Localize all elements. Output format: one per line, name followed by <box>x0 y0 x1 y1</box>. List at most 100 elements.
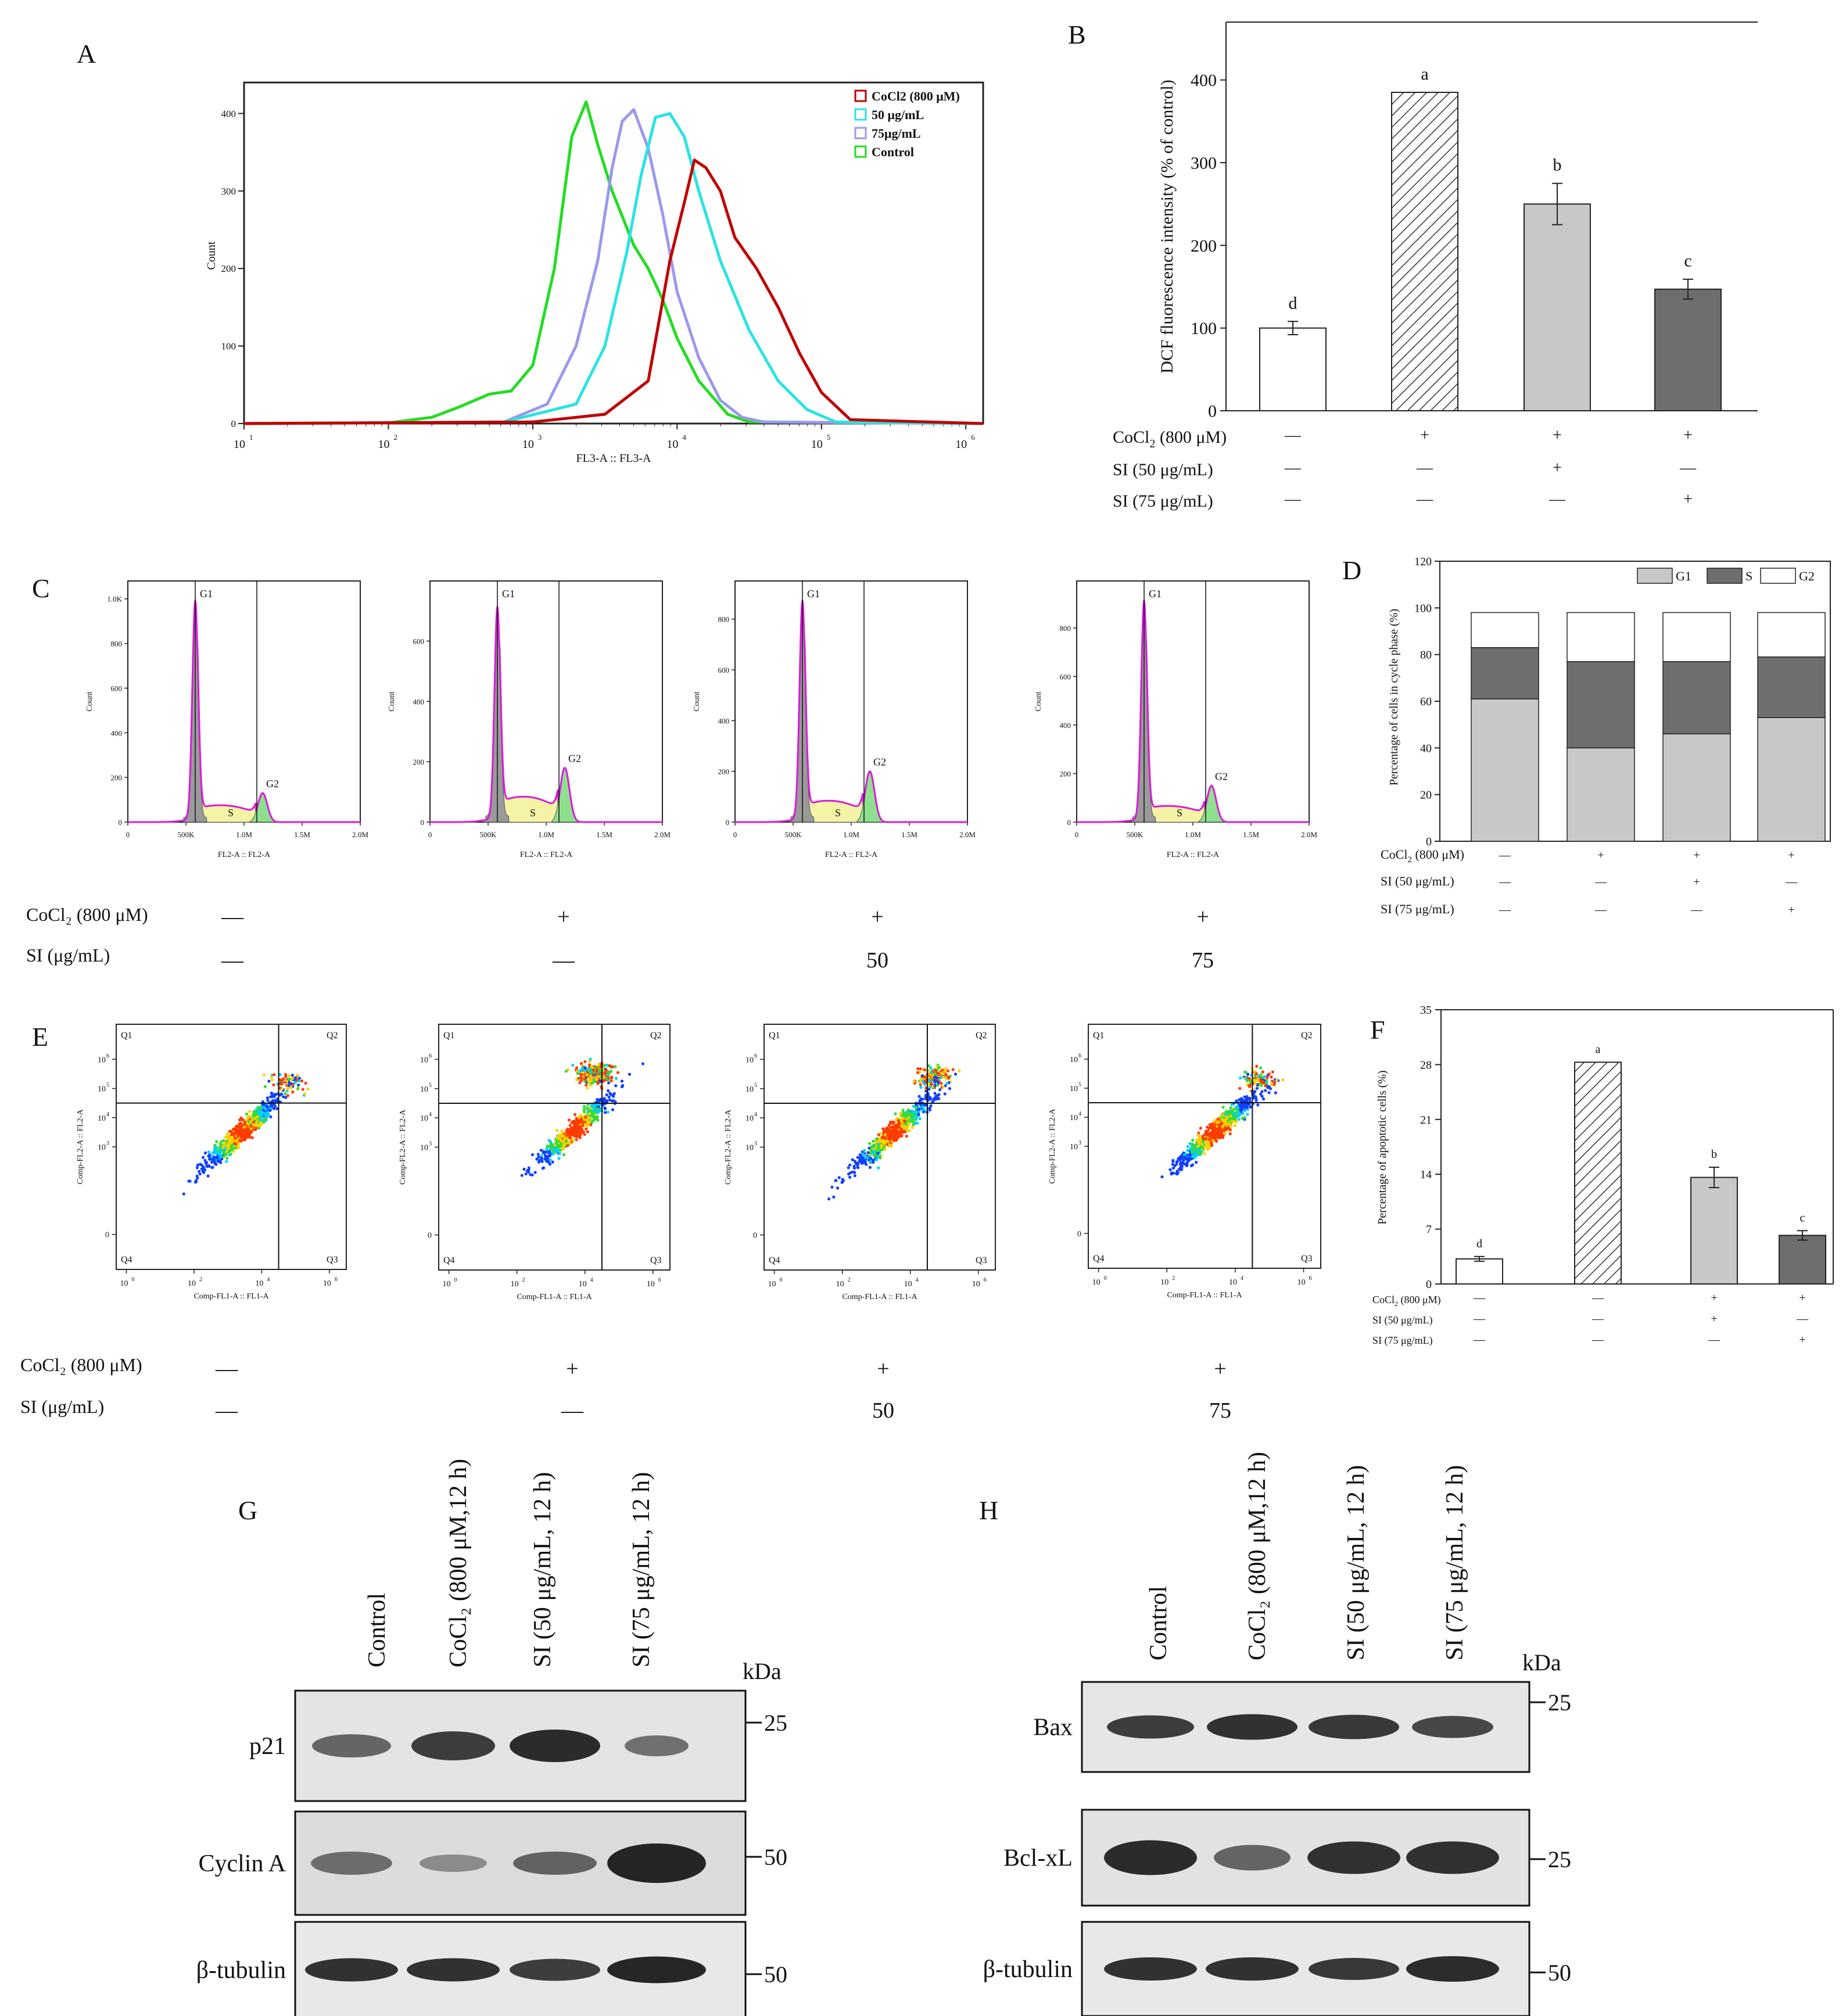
panel-e-dot <box>1175 1160 1178 1164</box>
panel-a-xtick-label: 10 <box>234 438 245 451</box>
panel-b-significance-letter-3: c <box>1684 252 1691 271</box>
panel-c-sl-mark-0: — <box>221 948 244 973</box>
panel-e-dot <box>223 1147 227 1151</box>
panel-e-ytick-label: 10 <box>1070 1085 1078 1093</box>
panel-g-band-1-1 <box>420 1854 487 1872</box>
panel-d-mark-sl75-2: — <box>1690 903 1703 916</box>
panel-f-mark-pm-2: + <box>1711 1292 1717 1304</box>
panel-c-ytick-label: 600 <box>413 637 425 645</box>
panel-e-dot <box>832 1195 836 1199</box>
panel-e-dot <box>213 1147 216 1151</box>
panel-e-dot <box>889 1145 892 1148</box>
panel-f-ytick-label: 0 <box>1426 1278 1432 1291</box>
panel-e-dot <box>1269 1087 1273 1090</box>
panel-e-dot <box>220 1140 223 1143</box>
panel-e-dot <box>927 1083 931 1086</box>
panel-e-ytick-label: 10 <box>745 1144 754 1153</box>
panel-e-dot <box>918 1099 922 1103</box>
panel-e-dot <box>1186 1145 1189 1149</box>
panel-e-dot <box>266 1099 270 1102</box>
panel-e-dot <box>929 1066 933 1070</box>
panel-e-dot <box>588 1109 592 1112</box>
panel-e-dot <box>589 1123 593 1127</box>
panel-e-dot <box>1248 1085 1251 1088</box>
panel-c-frame <box>734 580 968 823</box>
panel-e-dot <box>876 1145 880 1149</box>
panel-f-ytick-label: 21 <box>1420 1114 1432 1127</box>
panel-e-dot <box>868 1165 872 1169</box>
panel-e-q3-label: Q3 <box>650 1255 662 1265</box>
panel-e-dot <box>285 1079 289 1083</box>
panel-e-dot <box>901 1117 905 1120</box>
panel-e-dot <box>551 1160 554 1164</box>
panel-d-ytick-label: 80 <box>1420 649 1432 662</box>
panel-e-sl-mark-1: — <box>561 1398 584 1423</box>
panel-e-ytick-exp: 5 <box>429 1082 432 1089</box>
panel-b-row-label-sl75: SI (75 μg/mL) <box>1113 492 1213 511</box>
panel-e-dot <box>611 1108 615 1111</box>
panel-d-mark-sl75-0: — <box>1499 903 1511 916</box>
panel-e-dot <box>1235 1099 1238 1103</box>
panel-e-dot <box>230 1139 233 1143</box>
panel-e-dot <box>914 1106 917 1109</box>
panel-e-dot <box>607 1089 610 1092</box>
panel-e-dot <box>1187 1156 1190 1160</box>
panel-e-ytick-exp: 4 <box>754 1111 757 1118</box>
panel-c-x-axis-label: FL2-A :: FL2-A <box>825 851 878 859</box>
panel-e-dot <box>543 1154 547 1158</box>
panel-e-dot <box>944 1067 948 1070</box>
panel-c-x-axis-label: FL2-A :: FL2-A <box>218 851 271 859</box>
panel-e-dot <box>1259 1082 1262 1086</box>
panel-e-dot <box>872 1150 875 1153</box>
panel-e-dot <box>1192 1144 1196 1147</box>
panel-f-significance-letter-1: a <box>1596 1043 1601 1056</box>
panel-e-q1-label: Q1 <box>769 1031 780 1041</box>
panel-d-legend-g2-label: G2 <box>1799 569 1815 583</box>
panel-e-dot <box>1219 1134 1223 1138</box>
panel-e-dot <box>253 1113 257 1116</box>
panel-d-bar-3-g1 <box>1757 717 1826 842</box>
panel-e-dot <box>1230 1103 1234 1106</box>
panel-e-xtick-label: 10 <box>1229 1278 1237 1287</box>
panel-e-dot <box>1195 1161 1198 1164</box>
panel-e-dot <box>291 1090 295 1094</box>
panel-e-dot <box>1233 1124 1236 1128</box>
panel-e-dot <box>288 1077 291 1081</box>
panel-e-dot <box>239 1129 243 1133</box>
panel-e-dot <box>1206 1146 1210 1150</box>
panel-c-ytick-label: 0 <box>119 818 123 827</box>
panel-e-xtick-label: 10 <box>768 1280 776 1289</box>
panel-e-dot <box>611 1065 615 1068</box>
panel-e-dot <box>202 1156 205 1159</box>
panel-e-dot <box>229 1129 233 1133</box>
panel-c-cocl2-mark-2: + <box>871 905 883 929</box>
panel-e-dot <box>203 1168 207 1172</box>
panel-e-dot <box>232 1127 236 1131</box>
panel-e-dot <box>1254 1099 1258 1102</box>
panel-e-q2-label: Q2 <box>650 1031 662 1041</box>
panel-e-dot <box>202 1171 206 1174</box>
panel-e-dot <box>242 1125 246 1129</box>
panel-e-dot <box>304 1081 307 1085</box>
panel-g-band-2-3 <box>607 1956 706 1983</box>
panel-a-curve-control <box>243 100 984 425</box>
panel-h-kda-label: kDa <box>1522 1649 1561 1676</box>
panel-e-dot <box>892 1121 895 1124</box>
panel-e-dot <box>958 1069 961 1072</box>
panel-c-sl-mark-1: — <box>552 948 575 973</box>
panel-e-dot <box>917 1113 920 1116</box>
panel-e-dot <box>598 1098 601 1102</box>
panel-e-dot <box>1264 1084 1267 1088</box>
panel-e-dot <box>895 1117 899 1120</box>
panel-e-dot <box>572 1128 576 1132</box>
panel-e-dot <box>1189 1147 1192 1150</box>
panel-e-dot <box>1191 1155 1194 1158</box>
panel-d-ytick-label: 60 <box>1420 695 1432 708</box>
panel-h-band-2-1 <box>1206 1957 1299 1981</box>
panel-c-y-axis-label: Count <box>85 691 94 711</box>
panel-e-dot <box>901 1114 905 1117</box>
panel-e-dot <box>607 1081 611 1085</box>
panel-b-bar-3 <box>1654 288 1722 412</box>
panel-e-ytick-exp: 6 <box>429 1053 432 1059</box>
